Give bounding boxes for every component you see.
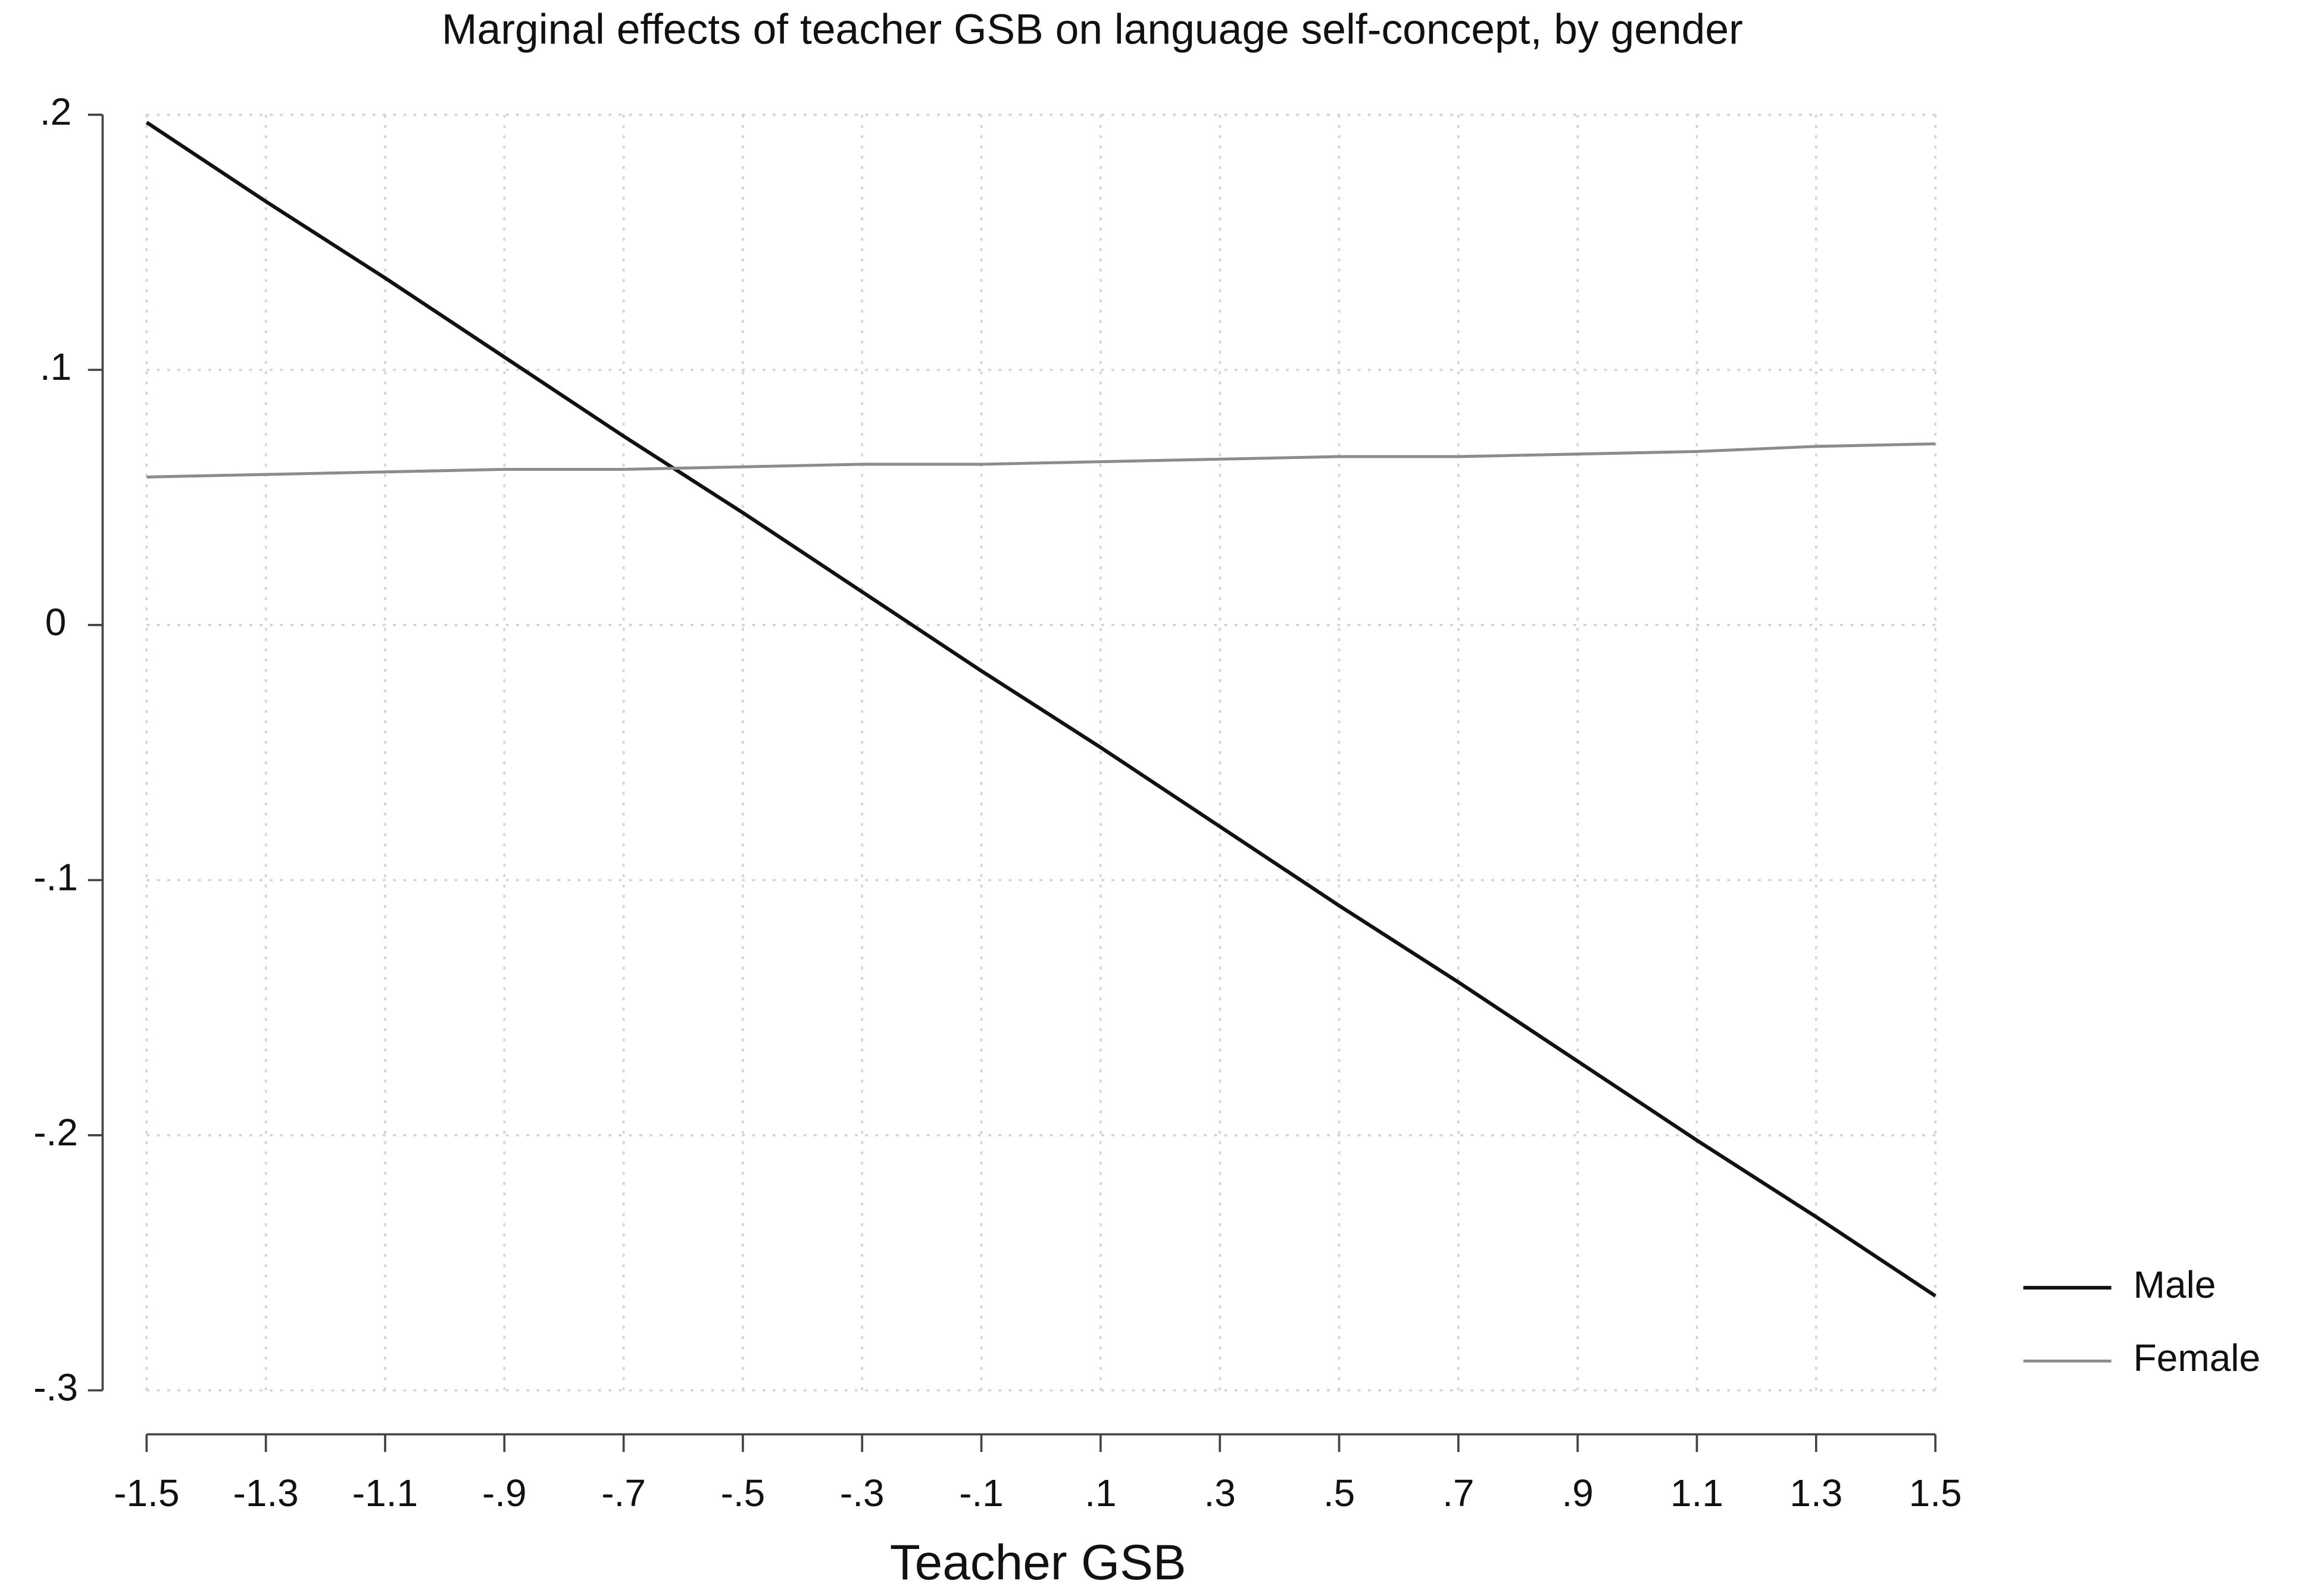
x-tick-label: 1.1 <box>1670 1472 1723 1514</box>
y-tick-label: 0 <box>45 601 67 644</box>
legend-label: Male <box>2134 1263 2216 1306</box>
x-tick-label: .3 <box>1204 1472 1236 1514</box>
y-tick-label: .2 <box>40 90 71 133</box>
x-tick-label: .1 <box>1085 1472 1116 1514</box>
series-line <box>146 442 1936 479</box>
x-tick-label: -.9 <box>482 1472 527 1514</box>
x-tick-label: .5 <box>1323 1472 1355 1514</box>
x-tick-label: -1.1 <box>352 1472 418 1514</box>
legend-label: Female <box>2134 1336 2260 1379</box>
x-tick-label: .9 <box>1562 1472 1594 1514</box>
y-tick-label: -.2 <box>33 1111 78 1154</box>
x-tick-label: .7 <box>1442 1472 1474 1514</box>
x-tick-label: -1.3 <box>233 1472 298 1514</box>
x-tick-label: -.5 <box>721 1472 766 1514</box>
x-tick-label: 1.3 <box>1789 1472 1842 1514</box>
y-tick-label: -.1 <box>33 855 78 898</box>
x-tick-label: -.3 <box>840 1472 885 1514</box>
x-tick-label: -.1 <box>959 1472 1004 1514</box>
series-line <box>145 121 1936 1298</box>
y-tick-label: .1 <box>40 345 71 388</box>
chart-title: Marginal effects of teacher GSB on langu… <box>442 6 1743 54</box>
x-tick-label: -.7 <box>601 1472 646 1514</box>
x-tick-label: 1.5 <box>1909 1472 1962 1514</box>
x-axis-title: Teacher GSB <box>890 1534 1186 1590</box>
x-tick-label: -1.5 <box>114 1472 179 1514</box>
y-tick-label: -.3 <box>33 1366 78 1408</box>
